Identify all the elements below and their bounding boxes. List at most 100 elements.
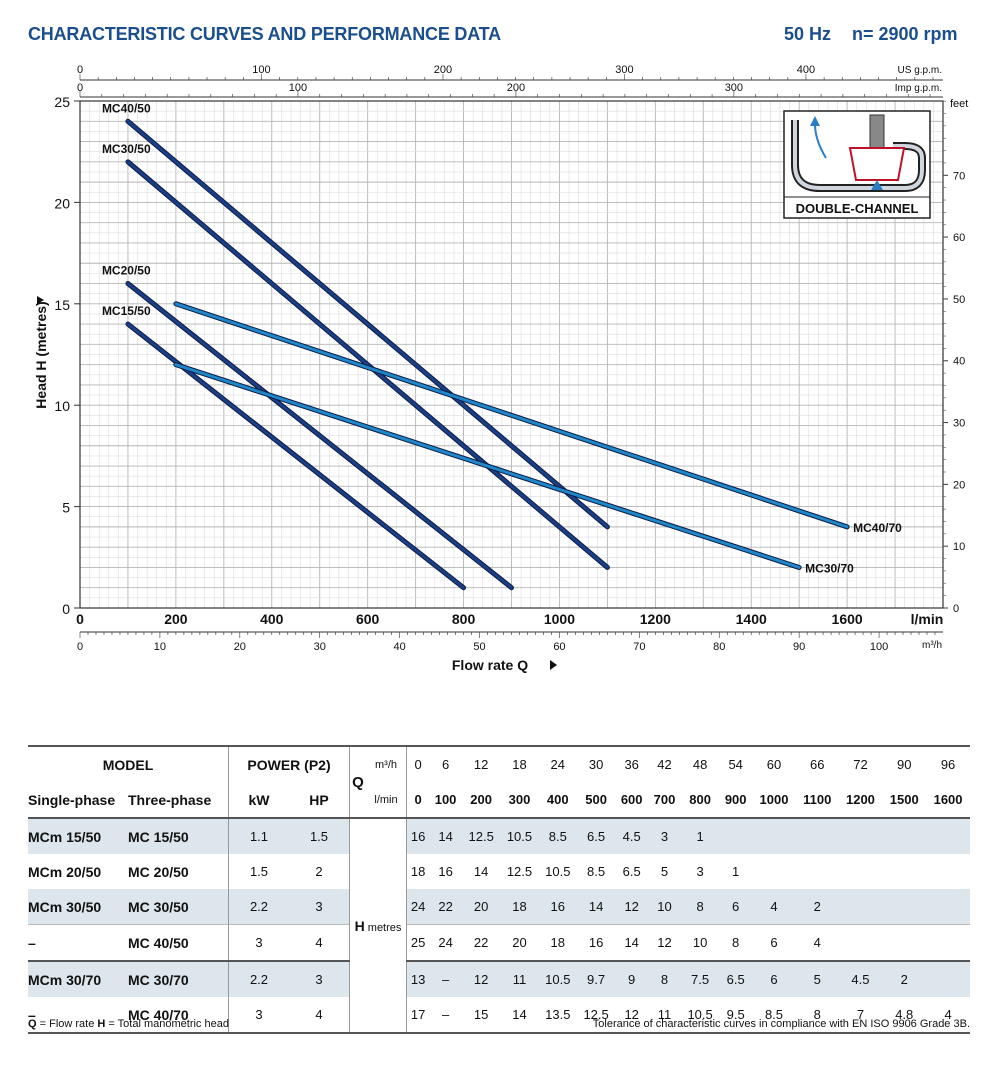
head-value: 7 — [838, 997, 883, 1034]
lmin-value: 200 — [462, 782, 501, 819]
three-phase-model: MC 40/70 — [128, 997, 229, 1034]
head-value: 2 — [795, 889, 839, 925]
footnote-h: H — [97, 1018, 106, 1030]
head-value: 4 — [752, 889, 796, 925]
m3h-tick-label: 20 — [234, 641, 246, 653]
m3h-tick-label: 10 — [154, 641, 166, 653]
head-value: 12 — [615, 889, 649, 925]
head-value: 6.5 — [622, 864, 641, 879]
power-kw: 3 — [228, 997, 289, 1034]
lmin-value: 900 — [719, 782, 753, 819]
single-phase-header: Single-phase — [28, 782, 128, 819]
usgpm-tick-label: 200 — [434, 64, 452, 76]
power-kw: 2.2 — [228, 960, 289, 997]
performance-chart: 0 5 10 15 20 25 Head H (metres) 0 10 20 30 40 50 60 70… — [33, 64, 968, 673]
head-value: 12 — [615, 997, 649, 1034]
head-value — [882, 854, 926, 889]
m3h-value: 54 — [719, 745, 753, 782]
m3h-value: 0 — [406, 745, 430, 782]
inset-shaft — [869, 114, 885, 150]
power-hp: 1.5 — [289, 818, 350, 854]
head-value: 11 — [500, 960, 539, 997]
power-header: POWER (P2) — [228, 745, 350, 782]
usgpm-tick-label: 400 — [797, 64, 815, 76]
head-value: 11 — [648, 997, 681, 1034]
head-value: 8 — [680, 889, 720, 925]
head-value: 17 — [406, 997, 430, 1034]
head-value: 4 — [926, 997, 970, 1034]
head-value: 7.5 — [680, 960, 720, 997]
series-line — [174, 363, 801, 569]
usgpm-tick-label: 0 — [77, 64, 83, 76]
m3h-value: 48 — [680, 745, 720, 782]
m3h-tick-label: 30 — [314, 641, 326, 653]
model-header: MODEL — [28, 745, 229, 782]
lmin-label: l/min — [366, 782, 407, 819]
lmin-value: 1600 — [926, 782, 970, 819]
head-value — [838, 889, 883, 925]
three-phase-model: MC 40/50 — [128, 924, 229, 961]
head-value — [926, 889, 970, 925]
head-value: 14 — [615, 924, 649, 961]
series-label: MC40/50 — [102, 101, 151, 115]
y-tick-label: 0 — [62, 601, 70, 617]
head-value: 16 — [406, 818, 430, 854]
power-hp: 3 — [289, 889, 350, 925]
head-value — [838, 924, 883, 961]
metres-label: metres — [364, 921, 402, 934]
head-value: 22 — [462, 924, 501, 961]
head-value: 9.7 — [576, 960, 616, 997]
head-value: 8 — [719, 924, 753, 961]
head-value — [752, 854, 796, 889]
impgpm-tick-label: 100 — [289, 82, 307, 94]
m3h-value: 12 — [462, 745, 501, 782]
head-value: 8.5 — [587, 864, 606, 879]
impgpm-tick-label: 200 — [507, 82, 525, 94]
power-kw: 3 — [228, 924, 289, 961]
head-value: 16 — [576, 924, 616, 961]
head-value: 8 — [795, 997, 839, 1034]
head-value — [839, 854, 883, 889]
m3h-value: 18 — [500, 745, 539, 782]
x-tick-label: 1600 — [832, 611, 863, 627]
head-value — [882, 818, 927, 854]
head-value: 8.5 — [752, 997, 796, 1034]
flow-arrow-icon — [814, 123, 827, 159]
head-value: 20 — [462, 889, 501, 925]
x-tick-label: 800 — [452, 611, 476, 627]
y-tick-label: 10 — [54, 398, 70, 414]
three-phase-model: MC 20/50 — [128, 854, 229, 889]
y-axis-arrow-icon — [37, 296, 44, 304]
head-value: 13 — [406, 960, 430, 997]
head-value: 4.8 — [882, 997, 927, 1034]
head-value: 12.5 — [506, 864, 533, 879]
head-value: 18 — [538, 924, 577, 961]
single-phase-model: MCm 30/50 — [28, 889, 128, 925]
flow-arrowhead-icon — [810, 116, 820, 126]
head-value: 14 — [429, 818, 462, 854]
three-phase-model: MC 15/50 — [128, 818, 229, 854]
head-value: 10 — [648, 889, 681, 925]
table-row: MCm 20/50 MC 20/50 1.5 2 18 16 14 12.5 10.5 8.5 6.… — [28, 854, 970, 889]
lmin-value: 600 — [615, 782, 649, 819]
head-value: 5 — [795, 960, 839, 997]
footnote-q-text: = Flow rate — [36, 1018, 98, 1030]
head-value: – — [429, 960, 462, 997]
series-label: MC40/70 — [853, 521, 902, 535]
x-tick-label: 200 — [164, 611, 188, 627]
series-line — [126, 119, 609, 529]
feet-tick-label: 0 — [953, 603, 959, 615]
page-title: CHARACTERISTIC CURVES AND PERFORMANCE DA… — [28, 24, 501, 44]
lmin-value: 0 — [406, 782, 430, 819]
single-phase-model: MCm 30/70 — [28, 960, 128, 997]
feet-tick-label: 30 — [953, 418, 965, 430]
impeller-icon — [848, 147, 906, 181]
series-label: MC20/50 — [102, 264, 151, 278]
head-value: 6.5 — [576, 818, 616, 854]
head-value: 14 — [473, 864, 489, 879]
power-hp: 4 — [289, 997, 350, 1034]
y-tick-label: 5 — [62, 500, 70, 516]
head-value: 12 — [648, 924, 681, 961]
x-tick-label: 1400 — [736, 611, 767, 627]
